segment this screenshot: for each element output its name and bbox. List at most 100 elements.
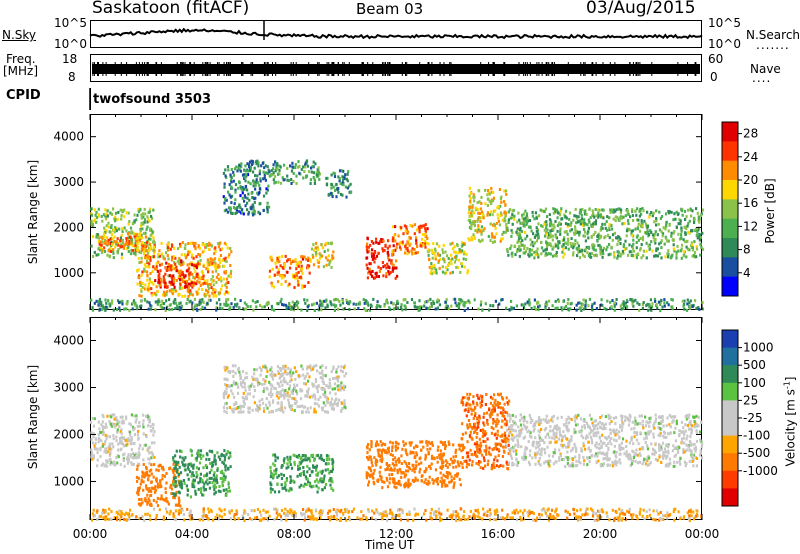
power-cell [283, 262, 286, 266]
power-cell [158, 249, 161, 253]
vel-cell [330, 407, 333, 411]
power-cell [382, 239, 385, 243]
vel-cell [287, 401, 291, 405]
vel-cell [103, 450, 106, 454]
power-cell [223, 182, 226, 186]
vel-cell [279, 407, 282, 411]
vel-cell [138, 486, 141, 490]
power-cell [132, 231, 135, 235]
vel-cell [149, 494, 152, 498]
power-cell [564, 304, 568, 308]
power-cell [125, 211, 128, 215]
power-cell [162, 255, 165, 259]
power-cell [392, 249, 395, 252]
vel-cell [254, 377, 257, 381]
power-cell [228, 183, 231, 187]
vel-cell [281, 383, 284, 387]
power-cell [606, 233, 610, 237]
power-cell [227, 281, 230, 284]
power-cell [526, 300, 529, 304]
power-cell [500, 237, 503, 241]
vel-cell [202, 454, 205, 458]
power-cell [251, 196, 254, 200]
vel-cell [291, 404, 294, 408]
vel-cell [292, 479, 295, 483]
vel-cell [115, 439, 118, 443]
vel-cell [187, 477, 190, 481]
vel-cell [97, 440, 100, 444]
power-cell [189, 241, 192, 245]
power-cell [138, 276, 141, 280]
power-cell [404, 247, 407, 251]
power-cell [314, 162, 317, 166]
power-cell [208, 294, 211, 298]
vel-cell [181, 456, 184, 460]
power-cell [619, 237, 622, 241]
power-cell [523, 224, 526, 228]
vel-cell [399, 469, 402, 473]
power-cell [132, 249, 135, 252]
power-cell [682, 250, 685, 254]
power-cell [379, 240, 382, 243]
vel-cell [208, 471, 211, 475]
power-cell [208, 263, 211, 267]
power-cell [239, 194, 242, 198]
power-cell [172, 280, 176, 284]
vel-cell [317, 385, 320, 388]
power-cell [622, 245, 625, 249]
power-cell [473, 199, 476, 203]
vel-cell [381, 442, 384, 446]
power-cell [570, 221, 573, 225]
power-cell [313, 179, 317, 182]
power-cell [266, 210, 269, 214]
power-cell [271, 258, 274, 262]
power-cell [612, 208, 616, 212]
power-cell [146, 215, 149, 219]
power-cell [186, 287, 190, 291]
power-cell [135, 218, 138, 222]
vel-cell [441, 441, 444, 445]
vel-cell [436, 448, 439, 452]
vel-cell [251, 375, 254, 379]
power-cell [227, 291, 230, 295]
power-cell [172, 299, 176, 303]
vel-cell [371, 464, 374, 468]
power-cell [179, 301, 182, 305]
power-cell [506, 248, 509, 252]
power-cell [519, 234, 522, 238]
power-cell [227, 190, 230, 194]
vel-cell [131, 456, 135, 460]
power-cell [488, 199, 491, 203]
vel-cell [253, 385, 256, 389]
vel-cell [237, 410, 240, 414]
vel-cell [284, 392, 287, 396]
power-cell [218, 306, 221, 310]
vel-cell [239, 381, 243, 385]
power-cell [223, 292, 226, 296]
power-cell [247, 180, 250, 184]
vel-cell [374, 444, 377, 448]
vel-cell [442, 460, 445, 464]
power-cell [171, 255, 174, 259]
power-cell [605, 248, 608, 252]
power-cell [672, 247, 675, 251]
vel-cell [296, 455, 299, 459]
power-cell [662, 226, 665, 230]
vel-cell [252, 395, 255, 399]
power-cell [368, 262, 371, 266]
vel-cell [264, 365, 267, 369]
power-cell [249, 168, 252, 172]
vel-cell [135, 475, 139, 479]
vel-cell [380, 475, 383, 479]
power-cell [157, 299, 160, 303]
power-cell [671, 307, 674, 311]
power-cell [314, 254, 317, 258]
vel-cell [213, 492, 216, 496]
power-cell [424, 233, 427, 237]
vel-cell [439, 452, 442, 456]
power-cell [312, 243, 315, 247]
power-cell [554, 306, 557, 310]
power-cell [234, 183, 238, 187]
power-cell [147, 285, 150, 289]
power-cell [92, 219, 95, 223]
